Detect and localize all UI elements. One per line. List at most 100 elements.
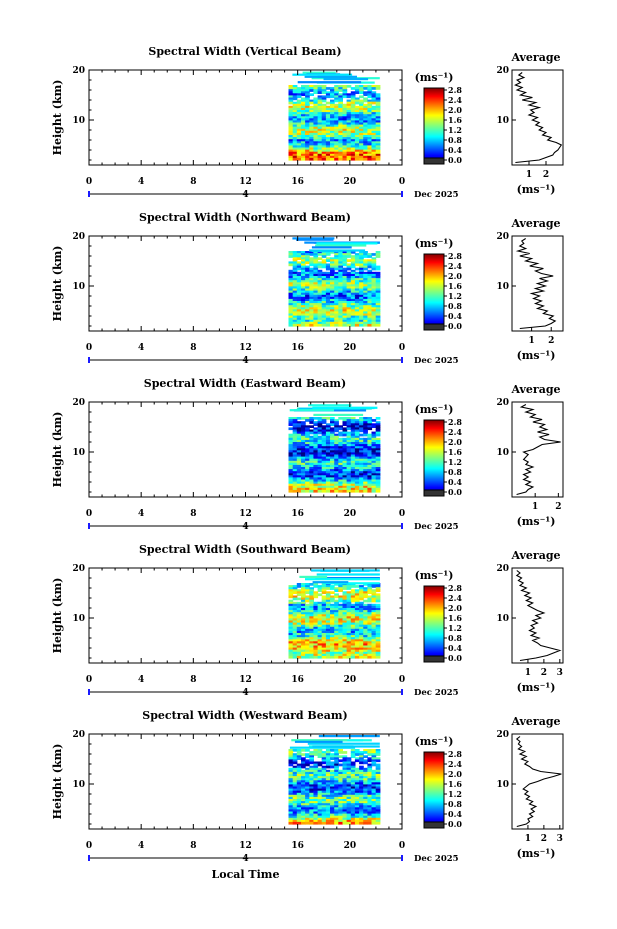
x-tick-label: 0: [86, 841, 92, 851]
heat-cell: [321, 435, 327, 439]
heat-cell: [309, 473, 314, 476]
heat-cell: [367, 118, 373, 121]
heat-cell: [288, 801, 294, 804]
heat-cell: [309, 107, 314, 111]
heat-cell: [375, 323, 381, 327]
heat-cell: [363, 483, 368, 487]
heat-cell: [371, 757, 377, 760]
heat-cell: [363, 130, 368, 134]
heat-cell: [325, 799, 331, 802]
heat-cell: [325, 259, 331, 262]
heat-cell: [301, 103, 306, 107]
heat-cell: [350, 269, 356, 273]
heat-cell: [334, 448, 339, 451]
day-label: 4: [242, 854, 248, 864]
heat-cell: [305, 278, 310, 281]
heat-cell: [367, 759, 373, 763]
heat-cell: [292, 114, 298, 117]
heat-cell: [296, 444, 302, 447]
heat-cell: [321, 591, 327, 594]
heat-cell: [292, 446, 298, 449]
heat-cell: [288, 309, 294, 312]
heat-cell: [296, 417, 302, 420]
heat-cell: [288, 319, 294, 323]
heat-cell: [325, 107, 331, 111]
heat-cell: [296, 776, 302, 779]
heat-cell: [317, 280, 323, 283]
heat-cell: [342, 452, 348, 456]
heat-cell: [350, 767, 356, 771]
heat-cell: [367, 419, 373, 422]
heat-cell: [342, 475, 348, 478]
heat-cell: [330, 456, 335, 460]
heat-cell: [334, 259, 339, 262]
heat-cell: [309, 821, 314, 825]
heat-cell: [301, 626, 306, 630]
heat-cell: [305, 786, 310, 790]
heat-cell: [342, 315, 348, 319]
heat-cell: [346, 622, 352, 626]
heat-cell: [301, 647, 306, 651]
heat-cell: [338, 763, 343, 767]
heat-cell: [330, 771, 335, 775]
heat-cell: [330, 446, 335, 449]
heat-cell: [317, 593, 323, 597]
heat-cell: [317, 761, 323, 765]
heat-cell: [309, 303, 314, 306]
heat-cell: [321, 157, 327, 161]
heat-cell: [313, 132, 319, 136]
heat-cell: [321, 419, 327, 422]
heat-cell: [375, 647, 381, 651]
heat-cell: [363, 450, 368, 453]
heatmap: [288, 71, 381, 161]
heat-cell: [321, 280, 327, 283]
heat-cell: [309, 475, 314, 478]
heat-cell: [367, 135, 373, 138]
heat-cell: [367, 278, 373, 281]
heat-cell: [330, 321, 335, 325]
heat-cell: [288, 317, 294, 321]
heat-cell: [363, 288, 368, 292]
heat-cell: [301, 280, 306, 283]
heat-cell: [313, 110, 319, 113]
heat-cell: [330, 313, 335, 317]
heat-cell: [367, 485, 373, 489]
heat-cell: [346, 305, 352, 308]
heat-cell: [296, 755, 302, 758]
heat-cell: [296, 120, 302, 124]
heat-cell: [313, 446, 319, 449]
heat-cell: [350, 639, 356, 642]
heat-cell: [309, 803, 314, 806]
heat-cell: [334, 120, 339, 124]
heat-cell: [367, 653, 373, 657]
heat-cell: [296, 427, 302, 431]
heat-cell: [371, 799, 377, 802]
heat-cell: [301, 608, 306, 611]
heat-cell: [375, 645, 381, 649]
heat-cell: [317, 442, 323, 445]
heat-cell: [317, 446, 323, 449]
heat-cell: [354, 614, 360, 617]
heat-cell: [296, 284, 302, 287]
heat-cell: [342, 122, 348, 126]
heat-cell: [317, 641, 323, 644]
heat-cell: [292, 444, 298, 447]
heat-cell: [350, 805, 356, 808]
heat-cell: [338, 771, 343, 775]
heat-cell: [317, 317, 323, 321]
heat-cell: [301, 253, 306, 256]
heat-cell: [309, 85, 314, 88]
heat-cell: [338, 135, 343, 138]
heat-cell: [296, 305, 302, 308]
heat-cell: [334, 116, 339, 119]
heat-cell: [325, 149, 331, 153]
heat-cell: [296, 311, 302, 315]
heat-cell: [342, 771, 348, 775]
heat-cell: [325, 157, 331, 161]
heat-cell: [354, 811, 360, 815]
heat-cell: [346, 110, 352, 113]
heat-cell: [354, 477, 360, 481]
heat-cell: [354, 749, 360, 752]
heat-cell: [292, 135, 298, 138]
heat-cell: [338, 788, 343, 792]
